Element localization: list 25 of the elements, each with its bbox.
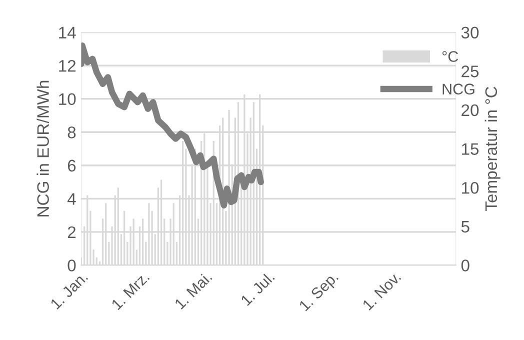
y2-axis-title: Temperatur in °C <box>484 86 500 211</box>
x-tick-label: 1. Sep. <box>298 271 341 314</box>
y2-tick-label: 20 <box>462 104 479 116</box>
y2-tick-label: 5 <box>461 220 470 233</box>
y-tick-label: 14 <box>59 26 76 38</box>
x-tick-label: 1. Nov. <box>362 271 402 311</box>
y-tick-label: 10 <box>59 93 76 106</box>
x-tick-label: 1. Mrz. <box>111 271 150 310</box>
x-tick-label: 1. Jan. <box>50 271 88 310</box>
x-tick-label: 1. Mai. <box>174 271 212 310</box>
x-tick-label: 1. Jul. <box>240 271 275 306</box>
y-tick-label: 2 <box>68 226 76 238</box>
y-tick-label: 0 <box>68 260 76 272</box>
y2-tick-label: 30 <box>461 26 479 39</box>
y-tick-label: 12 <box>59 60 76 72</box>
y-tick-label: 4 <box>67 193 76 205</box>
y2-tick-label: 0 <box>461 260 470 272</box>
y2-tick-label: 25 <box>462 66 479 78</box>
y-tick-label: 8 <box>68 126 76 138</box>
y-tick-label: 6 <box>68 160 76 172</box>
legend-label: NCG <box>442 84 474 95</box>
legend-label: °C <box>442 51 458 62</box>
y-axis-title: NCG in EUR/MWh <box>36 80 49 216</box>
y2-tick-label: 15 <box>462 143 479 155</box>
y2-tick-label: 10 <box>462 182 479 194</box>
